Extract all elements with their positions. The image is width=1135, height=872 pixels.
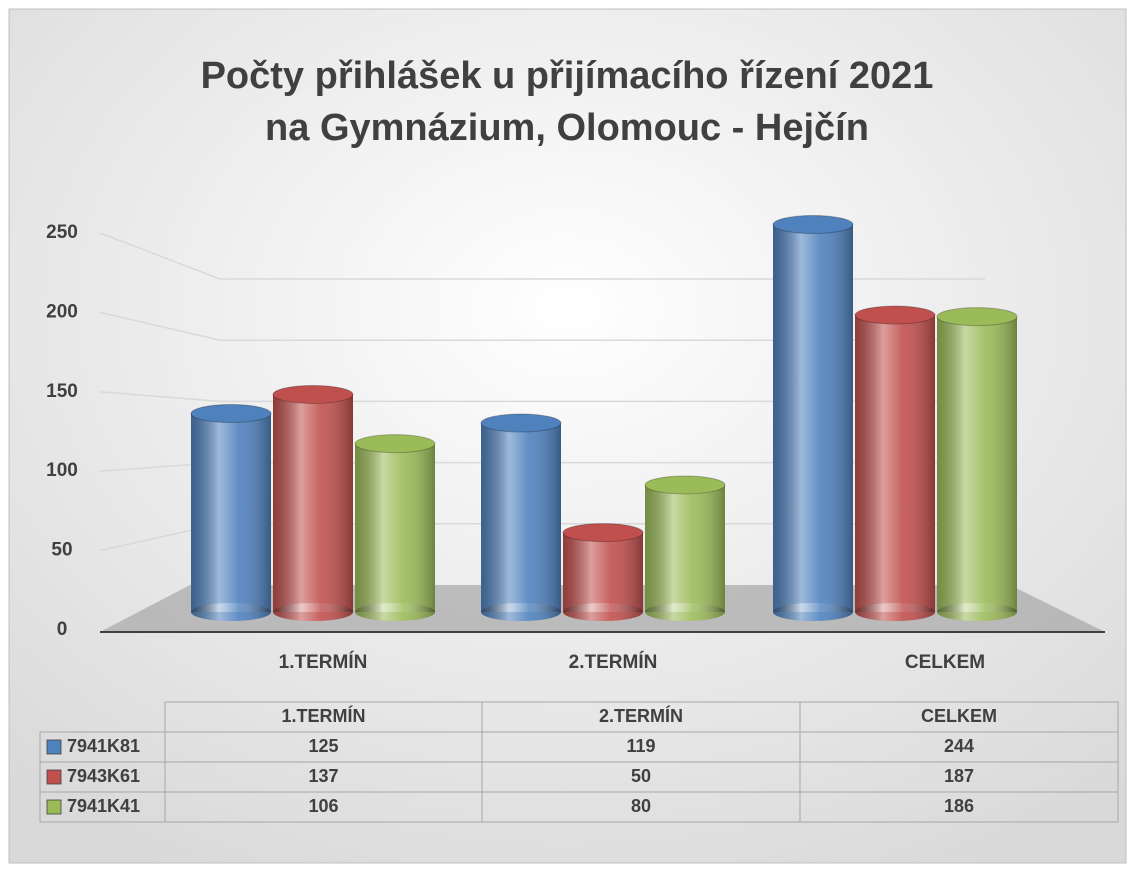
table-value: 187 <box>944 766 974 786</box>
table-value: 186 <box>944 796 974 816</box>
bar-shine <box>937 316 1017 612</box>
bar-top <box>562 523 644 543</box>
legend-swatch <box>46 769 62 785</box>
bar <box>562 523 644 621</box>
bar <box>936 307 1018 621</box>
legend-swatch <box>46 799 62 815</box>
table-value: 80 <box>631 796 651 816</box>
bar-shine <box>773 224 853 612</box>
table-header: 2.TERMÍN <box>599 705 683 726</box>
bar-shine <box>855 315 935 612</box>
table-value: 244 <box>944 736 974 756</box>
bar-top <box>354 434 436 454</box>
bar-shine <box>191 413 271 612</box>
chart-title: na Gymnázium, Olomouc - Hejčín <box>265 107 869 149</box>
y-tick-label: 50 <box>51 540 72 561</box>
legend-label: 7943K61 <box>67 766 140 786</box>
y-tick-label: 250 <box>46 222 78 243</box>
grid-line <box>99 311 985 341</box>
bar <box>854 305 936 621</box>
bar <box>480 413 562 621</box>
table-value: 106 <box>308 796 338 816</box>
bar-shine <box>273 394 353 612</box>
y-tick-label: 100 <box>46 460 78 481</box>
bar <box>772 215 854 621</box>
table-value: 119 <box>626 736 655 756</box>
bar-top <box>480 413 562 433</box>
x-tick-label: CELKEM <box>905 652 985 673</box>
table-header: CELKEM <box>921 706 997 726</box>
y-tick-label: 0 <box>57 619 68 640</box>
table-value: 50 <box>631 766 651 786</box>
legend-label: 7941K81 <box>67 736 140 756</box>
bar-shine <box>563 532 643 612</box>
bar-shine <box>355 443 435 612</box>
grid-line <box>99 391 985 403</box>
bar-top <box>772 215 854 235</box>
bar-shine <box>481 423 561 612</box>
bar-top <box>190 404 272 423</box>
bar <box>354 434 436 621</box>
grid-line <box>99 232 985 280</box>
bar-top <box>644 475 726 495</box>
bar-top <box>936 307 1018 327</box>
chart-title: Počty přihlášek u přijímacího řízení 202… <box>201 55 934 97</box>
x-tick-label: 1.TERMÍN <box>279 651 368 673</box>
table-value: 137 <box>308 766 338 786</box>
legend-swatch <box>46 739 62 755</box>
table-header: 1.TERMÍN <box>281 705 365 726</box>
y-tick-label: 150 <box>46 381 78 402</box>
bar <box>644 475 726 621</box>
bar-shine <box>645 484 725 612</box>
x-tick-label: 2.TERMÍN <box>569 651 658 673</box>
bar <box>272 384 354 621</box>
table-value: 125 <box>308 736 338 756</box>
bar-top <box>272 384 354 404</box>
legend-label: 7941K41 <box>67 796 140 816</box>
bar-top <box>854 305 936 325</box>
bar <box>190 404 272 621</box>
y-tick-label: 200 <box>46 301 78 322</box>
